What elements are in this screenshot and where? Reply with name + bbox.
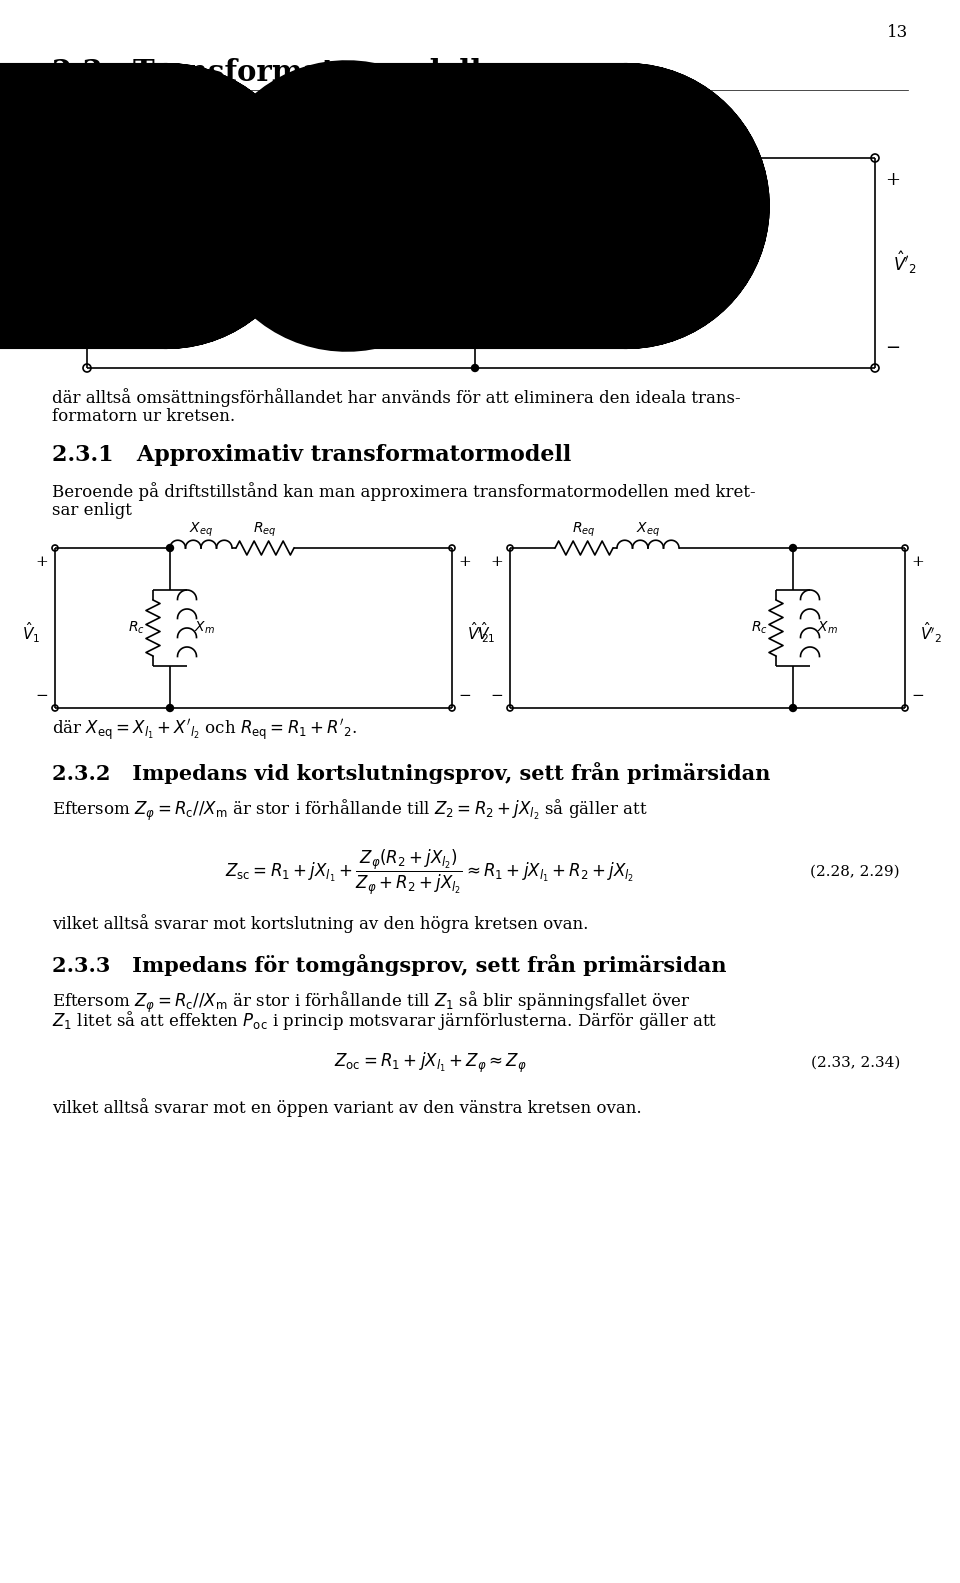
Circle shape <box>166 545 174 551</box>
Text: $X'_{l_2}$: $X'_{l_2}$ <box>559 127 584 149</box>
Text: +: + <box>491 556 503 568</box>
Text: $Z_{\mathrm{sc}} = R_1 + jX_{l_1} + \dfrac{Z_{\varphi}(R_2 + jX_{l_2})}{Z_{\varp: $Z_{\mathrm{sc}} = R_1 + jX_{l_1} + \dfr… <box>226 847 635 896</box>
Text: där alltså omsättningsförhållandet har används för att eliminera den ideala tran: där alltså omsättningsförhållandet har a… <box>52 388 740 407</box>
Circle shape <box>471 155 478 161</box>
Text: Eftersom $Z_{\varphi} = R_{\mathrm{c}}//X_{\mathrm{m}}$ är stor i förhållande ti: Eftersom $Z_{\varphi} = R_{\mathrm{c}}//… <box>52 798 648 823</box>
Text: +: + <box>912 556 924 568</box>
Text: 2.3.2   Impedans vid kortslutningsprov, sett från primärsidan: 2.3.2 Impedans vid kortslutningsprov, se… <box>52 761 770 784</box>
Circle shape <box>789 545 797 551</box>
Text: $X_{eq}$: $X_{eq}$ <box>636 521 660 540</box>
Text: $Z_{\mathrm{oc}} = R_1 + jX_{l_1} + Z_{\varphi} \approx Z_{\varphi}$: $Z_{\mathrm{oc}} = R_1 + jX_{l_1} + Z_{\… <box>334 1051 526 1075</box>
Text: Transformatorn brukar modelleras enligt följande kretsschema: Transformatorn brukar modelleras enligt … <box>52 103 585 120</box>
Text: $\hat{V}'_2$: $\hat{V}'_2$ <box>920 621 942 646</box>
Text: +: + <box>885 171 900 188</box>
Text: $R_1$: $R_1$ <box>137 131 156 149</box>
Text: $-$: $-$ <box>61 337 77 355</box>
Text: sar enligt: sar enligt <box>52 502 132 519</box>
Text: $\hat{I}_\varphi$: $\hat{I}_\varphi$ <box>493 166 507 193</box>
Text: +: + <box>61 171 77 188</box>
Text: $\hat{V}_1$: $\hat{V}_1$ <box>22 621 40 646</box>
Text: $R'_2$: $R'_2$ <box>655 130 678 150</box>
Text: 2.3.1   Approximativ transformatormodell: 2.3.1 Approximativ transformatormodell <box>52 443 571 465</box>
Text: $-$: $-$ <box>885 337 900 355</box>
Circle shape <box>789 704 797 711</box>
Text: $\hat{I}'_2$: $\hat{I}'_2$ <box>640 212 656 236</box>
Text: 2.3   Transformatormodell: 2.3 Transformatormodell <box>52 57 482 87</box>
Text: $X_m$: $X_m$ <box>506 253 528 271</box>
Text: 13: 13 <box>887 24 908 41</box>
Text: där $X_{\mathrm{eq}} = X_{l_1} + X'_{l_2}$ och $R_{\mathrm{eq}} = R_1 + R'_2$.: där $X_{\mathrm{eq}} = X_{l_1} + X'_{l_2… <box>52 717 357 742</box>
Text: $R_{eq}$: $R_{eq}$ <box>253 521 276 540</box>
Text: $X_m$: $X_m$ <box>194 621 214 636</box>
Text: $R_{eq}$: $R_{eq}$ <box>572 521 596 540</box>
Text: $X_{l_1}$: $X_{l_1}$ <box>233 128 253 149</box>
Circle shape <box>471 364 478 372</box>
Text: +: + <box>36 556 48 568</box>
Text: $Z_1$ litet så att effekten $P_{\mathrm{oc}}$ i princip motsvarar järnförlustern: $Z_1$ litet så att effekten $P_{\mathrm{… <box>52 1008 717 1032</box>
Text: (2.33, 2.34): (2.33, 2.34) <box>810 1056 900 1070</box>
Circle shape <box>166 704 174 711</box>
Text: $-$: $-$ <box>459 687 471 701</box>
Text: (2.28, 2.29): (2.28, 2.29) <box>810 864 900 879</box>
Text: Eftersom $Z_{\varphi} = R_{\mathrm{c}}//X_{\mathrm{m}}$ är stor i förhållande ti: Eftersom $Z_{\varphi} = R_{\mathrm{c}}//… <box>52 989 690 1015</box>
Text: formatorn ur kretsen.: formatorn ur kretsen. <box>52 407 235 424</box>
Text: $\hat{V}'_2$: $\hat{V}'_2$ <box>468 621 489 646</box>
Text: $R_c$: $R_c$ <box>751 621 767 636</box>
Text: $\hat{I}_1$: $\hat{I}_1$ <box>181 212 194 236</box>
Text: 2.3.3   Impedans för tomgångsprov, sett från primärsidan: 2.3.3 Impedans för tomgångsprov, sett fr… <box>52 955 727 977</box>
Text: $\hat{V}_1$: $\hat{V}_1$ <box>49 250 69 277</box>
Text: vilket alltså svarar mot en öppen variant av den vänstra kretsen ovan.: vilket alltså svarar mot en öppen varian… <box>52 1099 641 1118</box>
Text: $X_m$: $X_m$ <box>817 621 837 636</box>
Text: $R_c$: $R_c$ <box>424 253 443 271</box>
Text: $-$: $-$ <box>911 687 924 701</box>
Text: Beroende på driftstillstånd kan man approximera transformatormodellen med kret-: Beroende på driftstillstånd kan man appr… <box>52 483 756 502</box>
Text: $X_{eq}$: $X_{eq}$ <box>189 521 213 540</box>
Text: $\hat{V}_1$: $\hat{V}_1$ <box>477 621 495 646</box>
Text: $\hat{V}'_2$: $\hat{V}'_2$ <box>893 250 917 277</box>
Text: +: + <box>459 556 471 568</box>
Text: $R_c$: $R_c$ <box>128 621 144 636</box>
Text: $-$: $-$ <box>491 687 504 701</box>
Text: vilket alltså svarar mot kortslutning av den högra kretsen ovan.: vilket alltså svarar mot kortslutning av… <box>52 915 588 934</box>
Text: $-$: $-$ <box>36 687 49 701</box>
